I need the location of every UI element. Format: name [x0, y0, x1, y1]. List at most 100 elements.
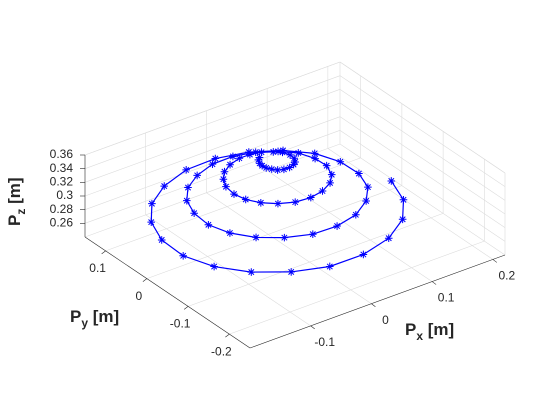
- data-point: [291, 158, 299, 166]
- data-point: [179, 251, 187, 260]
- data-point: [147, 218, 156, 226]
- data-point: [254, 156, 263, 164]
- data-point: [274, 147, 282, 156]
- data-point: [398, 215, 407, 224]
- x-axis-title-sub: x: [416, 329, 423, 343]
- y-axis-title-unit: [m]: [88, 307, 119, 326]
- data-point: [274, 199, 282, 208]
- y-tick: [183, 306, 189, 310]
- data-point: [220, 167, 229, 176]
- box-edge: [84, 61, 341, 156]
- y-tick: [225, 333, 230, 338]
- data-point: [280, 233, 289, 242]
- z-tick-label: 0.28: [50, 202, 74, 216]
- z-axis-title-sub: z: [14, 209, 28, 215]
- x-tick: [371, 303, 376, 307]
- data-point: [210, 262, 218, 271]
- grid-line: [339, 116, 506, 228]
- data-point: [251, 148, 260, 156]
- data-point: [252, 233, 260, 242]
- grid-line: [206, 192, 372, 304]
- data-point: [291, 198, 300, 206]
- data-point: [211, 154, 220, 163]
- data-point: [333, 222, 341, 230]
- data-point: [289, 160, 298, 169]
- data-point: [364, 183, 372, 191]
- grid-line: [84, 130, 341, 224]
- z-tick-label: 0.26: [50, 216, 74, 230]
- y-axis-title-sub: y: [81, 316, 88, 330]
- box-edge: [339, 143, 506, 256]
- grid-line: [146, 185, 402, 279]
- data-point: [235, 154, 244, 163]
- data-point: [262, 164, 271, 172]
- box-edge: [339, 61, 506, 174]
- grid-line: [84, 102, 341, 197]
- data-point: [182, 166, 190, 174]
- data-point: [148, 199, 156, 208]
- y-tick-label: 0: [136, 289, 143, 303]
- y-axis-title: Py [m]: [70, 307, 119, 330]
- data-point: [222, 182, 230, 191]
- data-point: [285, 163, 294, 172]
- x-tick-label: 0.2: [499, 269, 516, 283]
- grid-line: [229, 240, 485, 335]
- data-point: [208, 160, 217, 168]
- data-point: [311, 154, 319, 163]
- data-point: [182, 196, 191, 205]
- data-point: [245, 148, 253, 156]
- grid-line: [105, 157, 361, 252]
- data-point: [355, 169, 363, 178]
- y-tick-label: -0.1: [170, 317, 191, 331]
- x-tick-label: 0: [382, 313, 389, 327]
- data-point: [219, 175, 228, 184]
- x-tick-label: 0.1: [438, 291, 455, 305]
- x-axis-title-main: P: [405, 320, 416, 339]
- data-point: [280, 165, 288, 174]
- data-point: [229, 152, 237, 161]
- x-tick-label: -0.1: [314, 335, 335, 349]
- data-point: [255, 159, 264, 168]
- data-point: [352, 210, 360, 219]
- plot-area: [147, 146, 408, 276]
- data-point: [257, 198, 265, 207]
- data-point: [257, 148, 266, 157]
- data-point: [336, 157, 345, 166]
- grid-line: [266, 170, 433, 282]
- y-axis-title-main: P: [70, 307, 81, 326]
- grid-line: [339, 130, 506, 242]
- data-point: [226, 160, 234, 169]
- data-point: [384, 234, 393, 243]
- data-point: [247, 268, 256, 276]
- grid: [84, 61, 506, 335]
- y-tick: [101, 250, 106, 255]
- x-axis-line: [249, 254, 506, 349]
- data-point: [193, 171, 201, 180]
- z-axis-title-main: P: [5, 215, 24, 226]
- data-point: [294, 149, 303, 157]
- data-point: [184, 183, 192, 192]
- grid-line: [339, 102, 506, 215]
- data-point: [255, 153, 264, 162]
- data-point: [279, 146, 287, 155]
- data-point: [325, 262, 334, 271]
- x-axis-title-unit: [m]: [423, 320, 454, 339]
- y-tick-label: -0.2: [211, 344, 232, 358]
- data-point: [387, 177, 396, 185]
- data-point: [190, 209, 198, 218]
- data-point: [318, 187, 327, 195]
- x-tick: [431, 281, 437, 285]
- z-tick-label: 0.36: [50, 147, 74, 161]
- data-point: [157, 236, 166, 244]
- data-point: [273, 166, 282, 174]
- z-tick-label: 0.32: [50, 175, 74, 189]
- grid-line: [84, 75, 341, 169]
- data-point: [204, 220, 213, 229]
- grid-line: [327, 148, 494, 260]
- data-point: [310, 149, 319, 158]
- data-point: [307, 193, 315, 202]
- grid-line: [188, 213, 444, 307]
- data-point: [290, 154, 299, 163]
- y-axis-line: [84, 236, 251, 349]
